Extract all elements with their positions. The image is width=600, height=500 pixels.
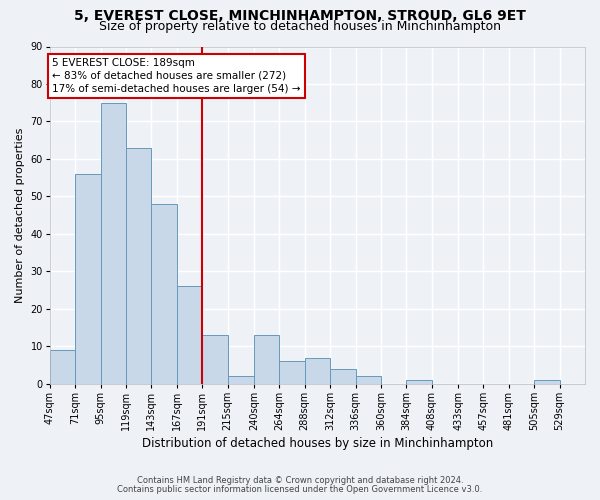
Y-axis label: Number of detached properties: Number of detached properties (15, 128, 25, 303)
Bar (151, 204, 177, 384)
Bar (330, 368, 356, 384)
Bar (356, 376, 381, 384)
Text: Size of property relative to detached houses in Minchinhampton: Size of property relative to detached ho… (99, 20, 501, 33)
Text: 5 EVEREST CLOSE: 189sqm
← 83% of detached houses are smaller (272)
17% of semi-d: 5 EVEREST CLOSE: 189sqm ← 83% of detache… (52, 58, 301, 94)
Bar (177, 286, 202, 384)
Text: Contains HM Land Registry data © Crown copyright and database right 2024.: Contains HM Land Registry data © Crown c… (137, 476, 463, 485)
Bar (534, 380, 560, 384)
Bar (75, 174, 101, 384)
Bar (126, 148, 151, 384)
Bar (254, 335, 280, 384)
Bar (50, 350, 75, 384)
X-axis label: Distribution of detached houses by size in Minchinhampton: Distribution of detached houses by size … (142, 437, 493, 450)
Bar (101, 102, 126, 384)
Bar (406, 380, 431, 384)
Bar (227, 376, 254, 384)
Text: 5, EVEREST CLOSE, MINCHINHAMPTON, STROUD, GL6 9ET: 5, EVEREST CLOSE, MINCHINHAMPTON, STROUD… (74, 9, 526, 23)
Bar (280, 362, 305, 384)
Text: Contains public sector information licensed under the Open Government Licence v3: Contains public sector information licen… (118, 485, 482, 494)
Bar (202, 335, 227, 384)
Bar (305, 358, 330, 384)
